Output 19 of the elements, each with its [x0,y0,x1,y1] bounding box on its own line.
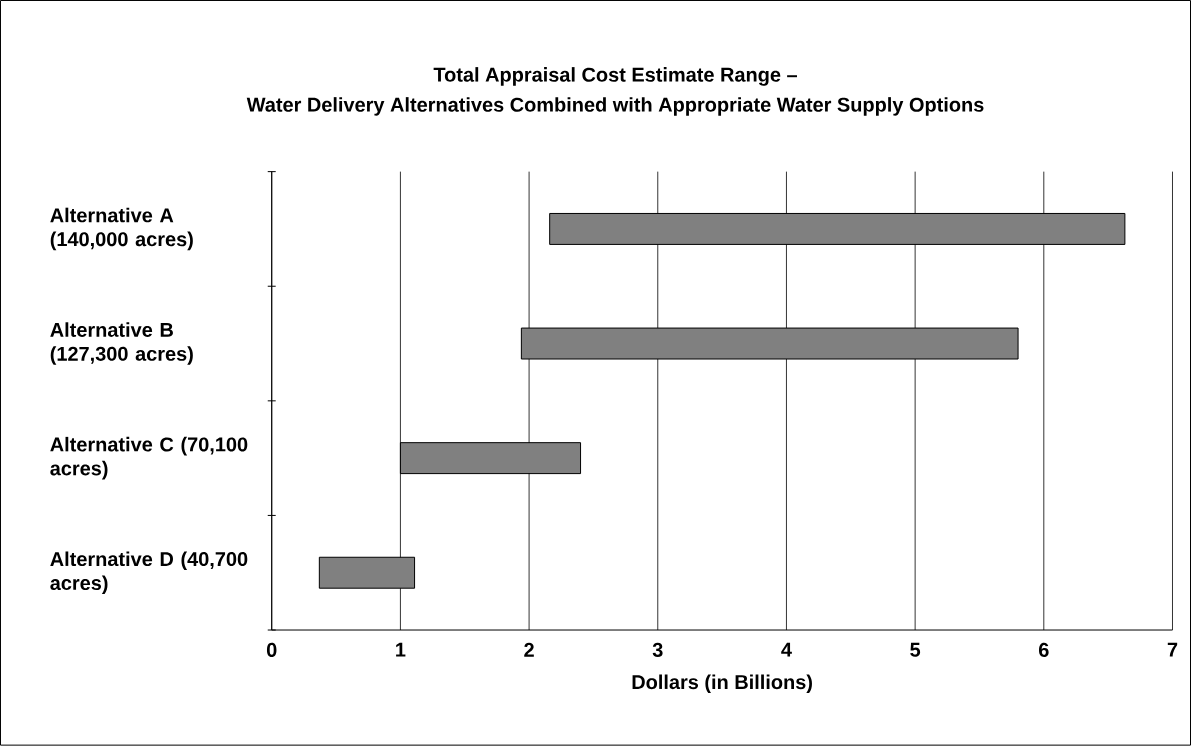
x-axis-title: Dollars (in Billions) [632,674,812,694]
y-tick-label: Alternative A (140,000 acres) [50,207,193,251]
x-tick-label: 3 [652,643,663,658]
bar [399,442,582,475]
chart-subtitle: Water Delivery Alternatives Combined with Appropriate Water Supply Options [246,97,984,116]
y-tick-label: Alternative D (40,700 acres) [50,551,248,595]
y-tick-label: Alternative B (127,300 acres) [50,322,193,365]
x-tick-label: 6 [1039,643,1049,658]
x-tick-label: 1 [396,643,406,657]
bar [520,327,1019,360]
bar [318,556,416,589]
chart-title: Total Appraisal Cost Estimate Range – [433,67,797,86]
x-tick-label: 2 [524,643,534,657]
x-tick-label: 0 [266,643,277,658]
x-tick-label: 4 [781,643,792,657]
x-tick-label: 7 [1167,643,1178,657]
y-tick-label: Alternative C (70,100 acres) [50,437,248,480]
bar [549,213,1126,246]
x-tick-label: 5 [910,643,921,657]
